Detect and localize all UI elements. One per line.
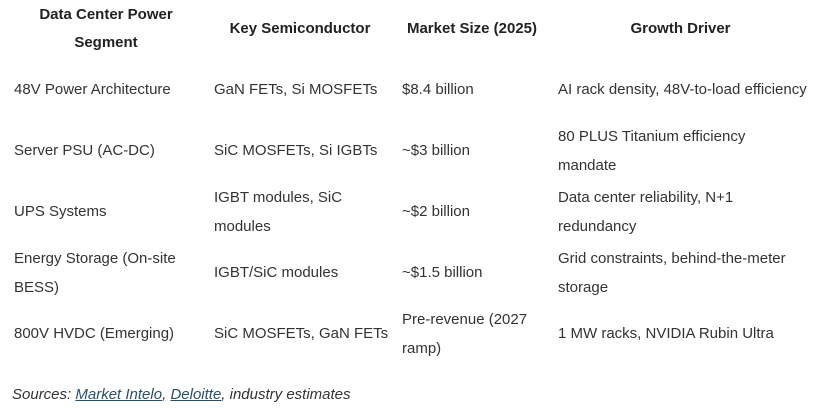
table-header-row: Data Center Power Segment Key Semiconduc… (6, 0, 811, 58)
market-intelo-link[interactable]: Market Intelo (75, 386, 163, 403)
table-row: 800V HVDC (Emerging) SiC MOSFETs, GaN FE… (6, 303, 811, 364)
cell-segment: Energy Storage (On-site BESS) (14, 249, 176, 296)
cell-semiconductor: IGBT modules, SiC modules (214, 188, 343, 235)
cell-growth-driver: 80 PLUS Titanium efficiency mandate (558, 127, 746, 174)
header-market-size: Market Size (2025) (406, 20, 538, 37)
cell-growth-driver: Data center reliability, N+1 redundancy (558, 188, 734, 235)
cell-segment: UPS Systems (14, 203, 107, 220)
cell-semiconductor: GaN FETs, Si MOSFETs (214, 80, 378, 98)
header-semiconductor: Key Semiconductor (229, 20, 371, 37)
cell-segment: 48V Power Architecture (14, 80, 171, 98)
deloitte-link[interactable]: Deloitte (170, 386, 222, 403)
sources-suffix: , industry estimates (221, 386, 351, 403)
cell-segment: Server PSU (AC-DC) (14, 142, 155, 159)
header-growth-driver: Growth Driver (630, 20, 731, 37)
cell-growth-driver: AI rack density, 48V-to-load efficiency (558, 80, 807, 98)
sources-prefix: Sources: (12, 386, 76, 403)
cell-market-size: $8.4 billion (402, 80, 474, 98)
cell-market-size: Pre-revenue (2027 ramp) (402, 310, 528, 357)
sources-separator: , (162, 386, 171, 403)
table-row: Energy Storage (On-site BESS) IGBT/SiC m… (6, 242, 811, 303)
cell-semiconductor: SiC MOSFETs, GaN FETs (214, 325, 389, 342)
table-row: UPS Systems IGBT modules, SiC modules ~$… (6, 181, 811, 242)
cell-growth-driver: Grid constraints, behind-the-meter stora… (558, 249, 786, 296)
cell-semiconductor: IGBT/SiC modules (214, 264, 339, 281)
header-segment: Data Center Power Segment (39, 6, 173, 51)
cell-growth-driver: 1 MW racks, NVIDIA Rubin Ultra (558, 325, 774, 342)
cell-market-size: ~$1.5 billion (402, 264, 483, 281)
cell-market-size: ~$2 billion (402, 203, 470, 220)
cell-segment: 800V HVDC (Emerging) (14, 325, 175, 342)
table-row: 48V Power Architecture GaN FETs, Si MOSF… (6, 58, 811, 120)
segments-table: Data Center Power Segment Key Semiconduc… (6, 0, 811, 364)
cell-semiconductor: SiC MOSFETs, Si IGBTs (214, 142, 378, 159)
cell-market-size: ~$3 billion (402, 142, 470, 159)
table-row: Server PSU (AC-DC) SiC MOSFETs, Si IGBTs… (6, 120, 811, 181)
sources-note: Sources: Market Intelo, Deloitte, indust… (12, 386, 351, 403)
